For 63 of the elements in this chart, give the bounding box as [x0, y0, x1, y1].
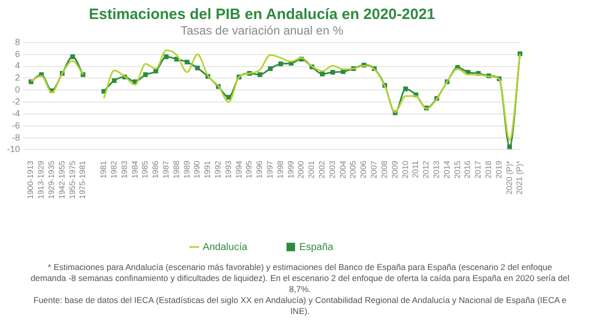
x-tick-label: 2011 [411, 160, 420, 178]
x-tick-label: 1998 [276, 160, 285, 179]
y-tick-label: -2 [12, 96, 20, 107]
x-tick-label: 2008 [380, 160, 389, 179]
y-tick-label: 6 [14, 48, 20, 59]
x-tick-label: 2001 [307, 160, 316, 179]
y-tick-label: -8 [12, 132, 20, 142]
x-tick-label: 2017 [474, 160, 483, 179]
x-tick-label: 2018 [484, 160, 493, 179]
x-tick-label: 2009 [390, 160, 400, 179]
x-tick-label: 2002 [318, 160, 327, 179]
y-tick-label: 0 [14, 84, 20, 95]
x-tick-label: 2013 [432, 160, 441, 179]
x-tick-label: 2016 [463, 160, 472, 179]
x-tick-label: 1995 [244, 160, 254, 179]
source-note: Fuente: base de datos del IECA (Estadísticas del siglo XX en Andalucía) y Contabilidad Regional de Andalucía y Nacional de España (IECA e INE). [32, 295, 568, 317]
x-tick-label: 1900-1913 [26, 160, 36, 200]
y-tick-label: 2 [14, 72, 20, 83]
chart-title: Estimaciones del PIB en Andalucía en 2020-2021 [88, 6, 436, 24]
x-tick-label: 2006 [359, 160, 368, 179]
x-tick-label: 2015 [452, 160, 462, 179]
x-tick-label: 1993 [224, 160, 233, 179]
x-tick-label: 1929-1935 [47, 160, 56, 200]
x-tick-label: 1989 [182, 160, 192, 179]
x-tick-label: 2000 [296, 160, 306, 179]
x-tick-label: 1913-1929 [36, 160, 46, 200]
x-tick-label: 1984 [130, 160, 140, 179]
x-tick-label: 1988 [172, 160, 181, 179]
x-tick-label: 1983 [120, 160, 129, 179]
x-tick-label: 1986 [151, 160, 160, 179]
x-tick-label: 2004 [338, 160, 348, 179]
legend-label: España [299, 242, 334, 253]
y-tick-label: -6 [12, 120, 20, 130]
x-tick-label: 1942-1955 [57, 160, 66, 200]
chart-subtitle: Tasas de variación anual en % [180, 24, 344, 38]
x-tick-label: 1975-1981 [78, 160, 88, 200]
x-tick-label: 1996 [255, 160, 264, 179]
x-tick-label: 1991 [203, 160, 212, 179]
x-tick-label: 2014 [442, 160, 452, 179]
x-tick-label: 2020 (P)* [504, 160, 514, 195]
x-tick-label: 1985 [140, 160, 150, 179]
y-tick-label: 8 [14, 36, 20, 47]
x-tick-label: 2012 [422, 160, 431, 179]
x-tick-label: 2019 [494, 160, 504, 179]
x-tick-label: 2007 [370, 160, 379, 179]
x-tick-label: 1994 [234, 160, 244, 179]
text: * Estimaciones para Andalucía (escenario más favorable) y estimaciones del Banco de España para España (escenario 2 del enfoque demanda -8 semanas confinamiento y dificultades de liquidez). En el escenario 2 del enfoque de oferta la caída para España en 2020 sería del 8,7%. [30, 262, 570, 295]
x-tick-label: 1955-1975 [68, 160, 77, 200]
x-tick-label: 1981 [99, 160, 108, 179]
x-tick-label: 1997 [266, 160, 275, 179]
legend-label: Andalucía [202, 242, 248, 253]
x-tick-label: 2005 [348, 160, 358, 179]
x-tick-label: 2003 [328, 160, 337, 179]
x-tick-label: 1987 [161, 160, 170, 179]
x-tick-label: 1999 [286, 160, 296, 179]
y-tick-label: -4 [12, 108, 20, 118]
x-tick-label: 2010 [400, 160, 410, 179]
y-tick-label: 4 [14, 60, 20, 71]
y-tick-label: -10 [6, 144, 20, 154]
x-tick-label: 2021 (P)* [515, 160, 524, 195]
x-tick-label: 1992 [213, 160, 222, 179]
x-tick-label: 1982 [109, 160, 118, 179]
x-tick-label: 1990 [192, 160, 202, 179]
